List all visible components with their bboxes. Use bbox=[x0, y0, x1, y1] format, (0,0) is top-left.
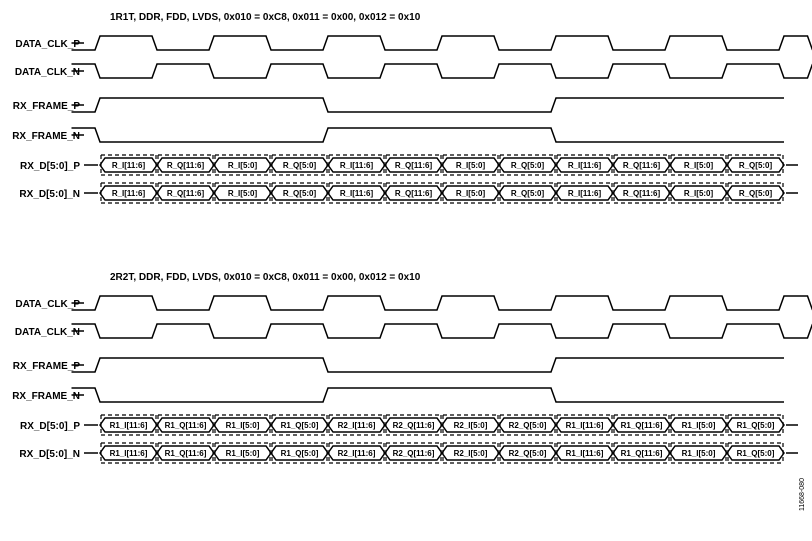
signal-name: DATA_CLK_N bbox=[15, 67, 80, 78]
bus-cell: R2_I[11:6] bbox=[338, 449, 376, 458]
bus-cell: R1_Q[5:0] bbox=[281, 449, 319, 458]
timing-diagram: 1R1T, DDR, FDD, LVDS, 0x010 = 0xC8, 0x01… bbox=[0, 0, 812, 541]
bus-cell: R_Q[5:0] bbox=[739, 189, 773, 198]
bus-cell: R1_Q[11:6] bbox=[165, 421, 207, 430]
bus-cell: R1_Q[11:6] bbox=[165, 449, 207, 458]
bus-cell: R1_Q[5:0] bbox=[737, 449, 775, 458]
bus-cell: R_Q[5:0] bbox=[739, 161, 773, 170]
bus-cell: R_Q[11:6] bbox=[167, 161, 205, 170]
level-wave bbox=[72, 388, 785, 402]
bus-cell: R_I[11:6] bbox=[568, 189, 602, 198]
bus-cell: R_I[11:6] bbox=[340, 189, 374, 198]
signal-name: RX_D[5:0]_P bbox=[20, 161, 80, 172]
bus-cell: R2_I[11:6] bbox=[338, 421, 376, 430]
signal-name: DATA_CLK_N bbox=[15, 327, 80, 338]
signal-name: RX_FRAME_N bbox=[12, 391, 80, 402]
clock-wave bbox=[72, 324, 812, 338]
clock-wave bbox=[72, 64, 812, 78]
bus-cell: R1_Q[5:0] bbox=[737, 421, 775, 430]
bus-cell: R_I[5:0] bbox=[228, 189, 258, 198]
bus-cell: R2_Q[5:0] bbox=[509, 449, 547, 458]
bus-cell: R_Q[11:6] bbox=[395, 161, 433, 170]
bus-cell: R_Q[5:0] bbox=[283, 189, 317, 198]
signal-name: RX_D[5:0]_N bbox=[19, 449, 80, 460]
bus-cell: R1_I[5:0] bbox=[226, 421, 260, 430]
bus-cell: R_I[11:6] bbox=[112, 161, 146, 170]
bus-cell: R2_Q[11:6] bbox=[393, 421, 435, 430]
clock-wave bbox=[72, 36, 812, 50]
bus-cell: R2_Q[11:6] bbox=[393, 449, 435, 458]
bus-cell: R_I[5:0] bbox=[456, 161, 486, 170]
bus-cell: R_I[5:0] bbox=[684, 189, 714, 198]
bus-cell: R1_I[5:0] bbox=[682, 449, 716, 458]
bus-cell: R_Q[5:0] bbox=[511, 161, 545, 170]
bus-cell: R1_I[11:6] bbox=[110, 421, 148, 430]
signal-name: DATA_CLK_P bbox=[15, 39, 80, 50]
group-title: 2R2T, DDR, FDD, LVDS, 0x010 = 0xC8, 0x01… bbox=[110, 272, 421, 283]
clock-wave bbox=[72, 296, 812, 310]
bus-cell: R1_Q[11:6] bbox=[621, 421, 663, 430]
bus-cell: R_I[5:0] bbox=[456, 189, 486, 198]
bus-cell: R_Q[11:6] bbox=[623, 161, 661, 170]
bus-cell: R2_Q[5:0] bbox=[509, 421, 547, 430]
bus-cell: R1_I[5:0] bbox=[226, 449, 260, 458]
bus-cell: R1_I[11:6] bbox=[566, 449, 604, 458]
bus-cell: R2_I[5:0] bbox=[454, 421, 488, 430]
figure-id: 11668-080 bbox=[799, 478, 806, 511]
bus-cell: R1_Q[11:6] bbox=[621, 449, 663, 458]
group-title: 1R1T, DDR, FDD, LVDS, 0x010 = 0xC8, 0x01… bbox=[110, 12, 421, 23]
bus-cell: R1_I[11:6] bbox=[110, 449, 148, 458]
bus-cell: R_Q[11:6] bbox=[623, 189, 661, 198]
level-wave bbox=[72, 358, 785, 372]
level-wave bbox=[72, 128, 785, 142]
level-wave bbox=[72, 98, 785, 112]
bus-cell: R1_Q[5:0] bbox=[281, 421, 319, 430]
signal-name: DATA_CLK_P bbox=[15, 299, 80, 310]
bus-cell: R1_I[11:6] bbox=[566, 421, 604, 430]
signal-name: RX_FRAME_P bbox=[13, 101, 81, 112]
bus-cell: R_I[11:6] bbox=[568, 161, 602, 170]
signal-name: RX_D[5:0]_P bbox=[20, 421, 80, 432]
bus-cell: R_Q[5:0] bbox=[283, 161, 317, 170]
bus-cell: R2_I[5:0] bbox=[454, 449, 488, 458]
signal-name: RX_D[5:0]_N bbox=[19, 189, 80, 200]
bus-cell: R_I[5:0] bbox=[228, 161, 258, 170]
bus-cell: R1_I[5:0] bbox=[682, 421, 716, 430]
bus-cell: R_I[11:6] bbox=[340, 161, 374, 170]
bus-cell: R_Q[11:6] bbox=[395, 189, 433, 198]
bus-cell: R_Q[5:0] bbox=[511, 189, 545, 198]
bus-cell: R_I[11:6] bbox=[112, 189, 146, 198]
signal-name: RX_FRAME_N bbox=[12, 131, 80, 142]
bus-cell: R_I[5:0] bbox=[684, 161, 714, 170]
bus-cell: R_Q[11:6] bbox=[167, 189, 205, 198]
signal-name: RX_FRAME_P bbox=[13, 361, 81, 372]
